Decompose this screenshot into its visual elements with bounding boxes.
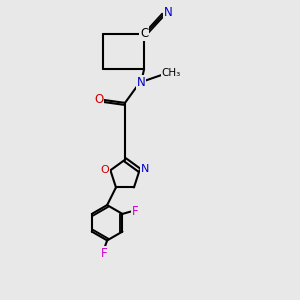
Text: C: C <box>140 27 148 40</box>
Text: F: F <box>101 247 107 260</box>
Text: N: N <box>164 6 173 19</box>
Text: N: N <box>137 76 146 89</box>
Text: O: O <box>100 165 109 175</box>
Text: N: N <box>141 164 150 174</box>
Text: F: F <box>132 205 138 218</box>
Text: O: O <box>94 93 104 106</box>
Text: CH₃: CH₃ <box>162 68 181 78</box>
